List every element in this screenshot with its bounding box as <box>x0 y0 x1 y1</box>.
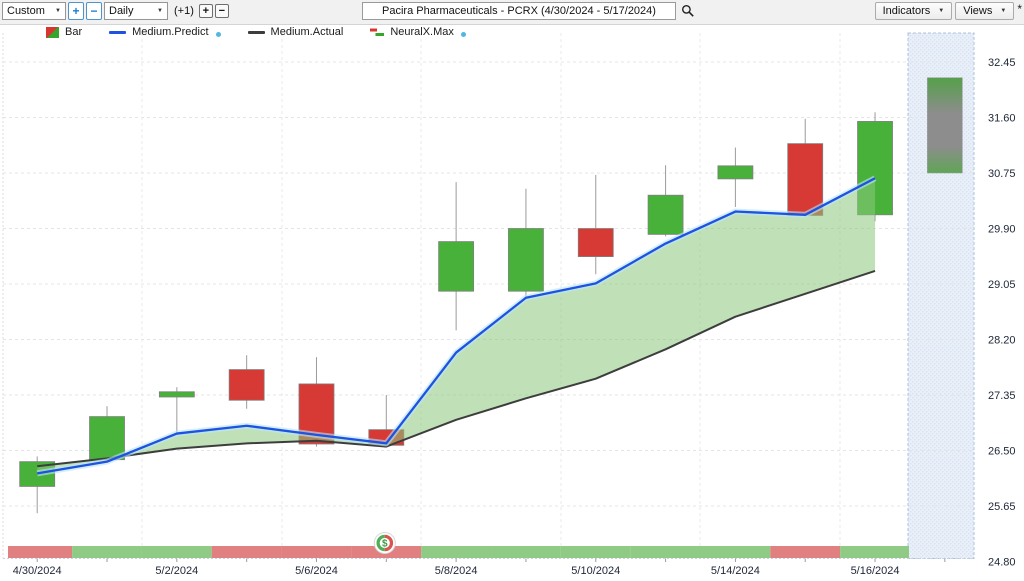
neuralx-max-bar[interactable] <box>927 77 963 174</box>
date-range-value: Custom <box>7 5 45 17</box>
interval-select[interactable]: Daily ▼ <box>104 2 168 20</box>
legend-item-neuralx-max[interactable]: NeuralX.Max <box>370 26 466 38</box>
x-axis-label: 5/8/2024 <box>435 565 478 577</box>
candle-body-5/15/2024[interactable] <box>787 143 824 216</box>
sentiment-segment <box>8 546 73 558</box>
sentiment-segment <box>281 546 352 558</box>
y-axis-label: 25.65 <box>988 501 1016 513</box>
date-range-select[interactable]: Custom ▼ <box>2 2 66 20</box>
x-axis-label: 5/14/2024 <box>711 565 760 577</box>
step-flag-icon <box>370 28 385 36</box>
indicators-button[interactable]: Indicators ▼ <box>874 2 953 20</box>
legend-item-medium-predict[interactable]: Medium.Predict <box>109 26 221 38</box>
candle-body-5/9/2024[interactable] <box>508 228 544 292</box>
toolbar-center-group: Pacira Pharmaceuticals - PCRX (4/30/2024… <box>362 2 696 20</box>
toolbar: Custom ▼ + − Daily ▼ (+1) + − Pacira Pha… <box>0 0 1024 25</box>
x-axis-label: 5/6/2024 <box>295 565 338 577</box>
indicators-label: Indicators <box>882 5 931 17</box>
x-axis-label: 5/16/2024 <box>851 565 900 577</box>
blue-line-icon <box>109 30 127 34</box>
y-axis-label: 27.35 <box>988 390 1016 402</box>
candle-body-5/13/2024[interactable] <box>647 194 684 235</box>
search-icon <box>682 5 694 17</box>
legend-item-medium-actual[interactable]: Medium.Actual <box>247 26 344 38</box>
svg-text:$: $ <box>382 539 388 550</box>
candle-body-5/10/2024[interactable] <box>577 228 614 257</box>
y-axis-label: 26.50 <box>988 446 1016 458</box>
price-chart[interactable]: 4/30/2024 5/2/2024 5/6/2024 5/8/2024 5/10/20… <box>0 25 1024 581</box>
views-button[interactable]: Views ▼ <box>955 2 1015 20</box>
option-dot-icon[interactable] <box>460 32 466 37</box>
legend-label: Medium.Predict <box>132 26 209 38</box>
option-dot-icon[interactable] <box>215 32 221 37</box>
sentiment-segment <box>211 546 282 558</box>
medium-actual-line <box>37 270 876 468</box>
y-axis-label: 24.80 <box>988 557 1016 569</box>
sentiment-segment <box>141 546 212 558</box>
legend-item-bar[interactable]: Bar <box>46 26 82 38</box>
add-future-bar-button[interactable]: + <box>198 4 213 18</box>
chart-area: Bar Medium.Predict Medium.Actual NeuralX… <box>0 25 1024 581</box>
sentiment-segment <box>630 546 701 558</box>
sentiment-segment <box>560 546 631 558</box>
candle-body-5/8/2024[interactable] <box>438 241 475 292</box>
y-axis-label: 29.05 <box>988 279 1016 291</box>
interval-value: Daily <box>109 5 134 17</box>
toolbar-right-group: Indicators ▼ Views ▼ * <box>874 2 1022 20</box>
legend-label: NeuralX.Max <box>390 26 454 38</box>
chevron-down-icon: ▼ <box>157 8 163 14</box>
sentiment-segment <box>491 546 561 558</box>
x-axis-label: 5/10/2024 <box>571 565 620 577</box>
chevron-down-icon: ▼ <box>1000 8 1007 14</box>
sentiment-segment <box>700 546 771 558</box>
y-axis-label: 28.20 <box>988 335 1016 347</box>
sentiment-segment <box>840 546 909 558</box>
zoom-in-button[interactable]: + <box>68 2 84 20</box>
x-axis-label: 4/30/2024 <box>13 565 62 577</box>
sentiment-segment <box>770 546 841 558</box>
unsaved-indicator: * <box>1017 2 1022 16</box>
views-label: Views <box>963 5 993 17</box>
y-axis-label: 31.60 <box>988 113 1016 125</box>
symbol-title[interactable]: Pacira Pharmaceuticals - PCRX (4/30/2024… <box>362 2 676 20</box>
search-button[interactable] <box>680 3 696 19</box>
zoom-out-button[interactable]: − <box>86 2 102 20</box>
y-axis-label: 30.75 <box>988 168 1016 180</box>
legend: Bar Medium.Predict Medium.Actual NeuralX… <box>46 26 466 38</box>
y-axis-label: 32.45 <box>988 57 1016 69</box>
chevron-down-icon: ▼ <box>55 8 61 14</box>
candle-body-5/3/2024[interactable] <box>228 369 265 401</box>
sentiment-segment <box>421 546 492 558</box>
medium-predict-line <box>37 177 876 475</box>
sentiment-segment <box>72 546 142 558</box>
predict-actual-band <box>37 178 876 474</box>
x-axis-label: 5/2/2024 <box>155 565 198 577</box>
legend-label: Bar <box>65 26 83 38</box>
candlestick-bar-icon <box>46 26 59 38</box>
chevron-down-icon: ▼ <box>938 8 945 14</box>
toolbar-left-group: Custom ▼ + − Daily ▼ (+1) + − <box>2 2 229 20</box>
remove-future-bar-button[interactable]: − <box>214 4 229 18</box>
candle-body-5/1/2024[interactable] <box>89 416 125 461</box>
extra-bars-label: (+1) <box>174 5 194 17</box>
dark-line-icon <box>247 30 265 34</box>
candle-body-5/2/2024[interactable] <box>158 391 195 398</box>
legend-label: Medium.Actual <box>270 26 344 38</box>
candle-body-5/14/2024[interactable] <box>717 165 754 180</box>
y-axis-label: 29.90 <box>988 224 1016 236</box>
dollar-badge[interactable]: $ <box>373 532 396 554</box>
